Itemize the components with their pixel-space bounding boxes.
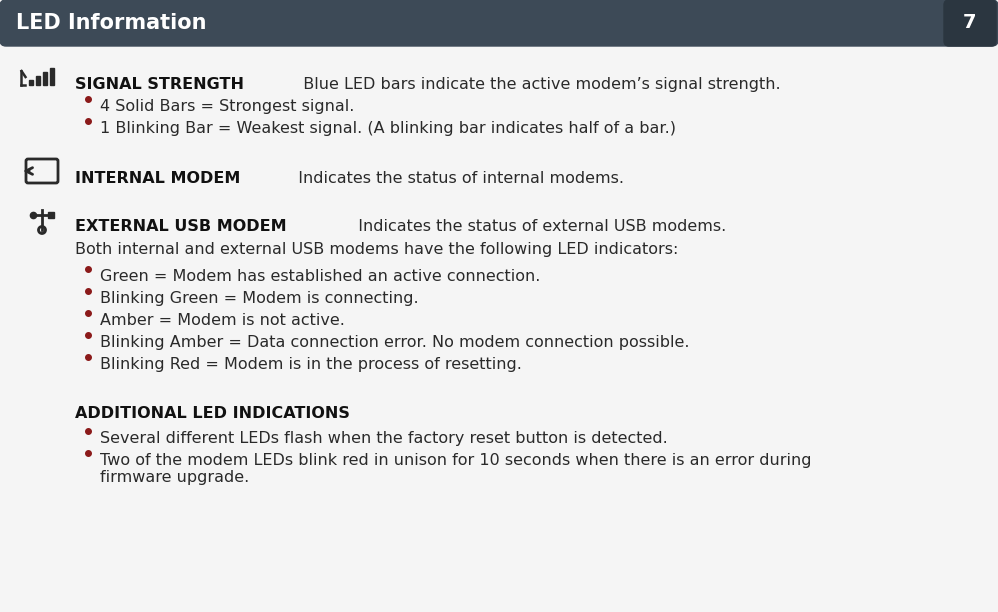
Text: Green = Modem has established an active connection.: Green = Modem has established an active … bbox=[100, 269, 540, 284]
Text: ADDITIONAL LED INDICATIONS: ADDITIONAL LED INDICATIONS bbox=[75, 406, 350, 421]
Text: Indicates the status of external USB modems.: Indicates the status of external USB mod… bbox=[348, 219, 727, 234]
Text: Two of the modem LEDs blink red in unison for 10 seconds when there is an error : Two of the modem LEDs blink red in uniso… bbox=[100, 453, 811, 485]
Text: Blinking Green = Modem is connecting.: Blinking Green = Modem is connecting. bbox=[100, 291, 418, 306]
Text: Indicates the status of internal modems.: Indicates the status of internal modems. bbox=[288, 171, 625, 186]
Text: SIGNAL STRENGTH: SIGNAL STRENGTH bbox=[75, 77, 244, 92]
Text: Blinking Red = Modem is in the process of resetting.: Blinking Red = Modem is in the process o… bbox=[100, 357, 522, 372]
Bar bbox=[37, 76, 41, 85]
Text: Several different LEDs flash when the factory reset button is detected.: Several different LEDs flash when the fa… bbox=[100, 431, 668, 446]
Text: LED Information: LED Information bbox=[16, 13, 207, 33]
Text: Amber = Modem is not active.: Amber = Modem is not active. bbox=[100, 313, 345, 328]
Bar bbox=[44, 72, 48, 85]
Text: 1 Blinking Bar = Weakest signal. (A blinking bar indicates half of a bar.): 1 Blinking Bar = Weakest signal. (A blin… bbox=[100, 121, 676, 136]
FancyBboxPatch shape bbox=[0, 0, 998, 46]
Text: Both internal and external USB modems have the following LED indicators:: Both internal and external USB modems ha… bbox=[75, 242, 679, 257]
Text: 7: 7 bbox=[963, 13, 977, 32]
Bar bbox=[51, 68, 55, 85]
Text: Blinking Amber = Data connection error. No modem connection possible.: Blinking Amber = Data connection error. … bbox=[100, 335, 690, 350]
FancyBboxPatch shape bbox=[944, 0, 996, 46]
Text: 4 Solid Bars = Strongest signal.: 4 Solid Bars = Strongest signal. bbox=[100, 99, 354, 114]
Bar bbox=[30, 80, 34, 85]
Text: INTERNAL MODEM: INTERNAL MODEM bbox=[75, 171, 241, 186]
Text: Blue LED bars indicate the active modem’s signal strength.: Blue LED bars indicate the active modem’… bbox=[293, 77, 780, 92]
Text: EXTERNAL USB MODEM: EXTERNAL USB MODEM bbox=[75, 219, 286, 234]
